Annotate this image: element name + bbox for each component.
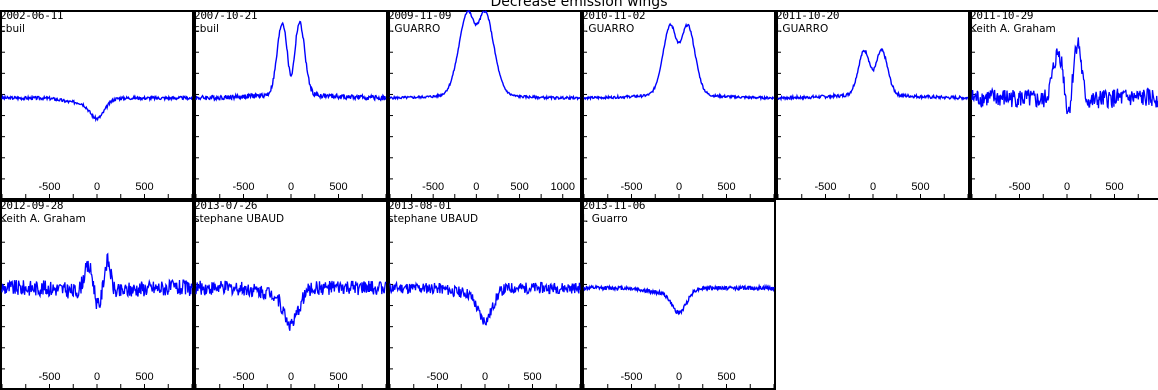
panel-observer: cbuil — [194, 23, 219, 35]
spectrum-panel: -500 0 500 2007-10-21 cbuil — [194, 10, 388, 200]
panel-frame — [582, 200, 776, 390]
panel-date: 2009-11-09 — [388, 10, 452, 22]
spectrum-plot: -500 0 500 — [0, 10, 194, 200]
spectrum-line — [389, 280, 581, 326]
panel-date: 2012-09-28 — [0, 200, 64, 212]
panel-date: 2013-11-06 — [582, 200, 646, 212]
x-tick-label: 500 — [717, 181, 735, 193]
spectrum-line — [195, 20, 387, 102]
panel-observer: J.GUARRO — [776, 23, 829, 35]
spectrum-plot: -500 0 500 — [582, 10, 776, 200]
x-tick-label: 0 — [1064, 181, 1070, 193]
x-tick-label: 0 — [870, 181, 876, 193]
x-tick-label: 500 — [135, 371, 153, 383]
panel-frame — [388, 200, 582, 390]
x-tick-label: 0 — [473, 181, 479, 193]
spectrum-plot: -500 0 500 — [194, 10, 388, 200]
spectrum-panel: -500 0 500 2011-10-20 J.GUARRO — [776, 10, 970, 200]
spectrum-panel: -500 0 500 2013-07-26 stephane UBAUD — [194, 200, 388, 390]
x-tick-label: 0 — [288, 181, 294, 193]
panel-date: 2013-07-26 — [194, 200, 258, 212]
panel-date: 2011-10-20 — [776, 10, 840, 22]
spectrum-line — [1, 94, 193, 123]
spectrum-line — [583, 283, 775, 316]
spectrum-panel: -500 0 500 2013-08-01 stephane UBAUD — [388, 200, 582, 390]
spectrum-plot: -500 0 500 — [582, 200, 776, 390]
panel-frame — [0, 10, 194, 200]
spectrum-line — [777, 47, 969, 102]
x-tick-label: 500 — [1105, 181, 1123, 193]
x-tick-label: -500 — [38, 181, 60, 193]
spectrum-plot: -500 0 500 — [970, 10, 1158, 200]
x-tick-label: 0 — [482, 371, 488, 383]
panel-observer: J. Guarro — [582, 213, 628, 225]
spectrum-line — [971, 37, 1158, 115]
x-tick-label: -500 — [814, 181, 836, 193]
x-tick-label: -500 — [620, 181, 642, 193]
spectrum-plot: -500 0 500 1000 — [388, 10, 582, 200]
spectrum-plot: -500 0 500 — [388, 200, 582, 390]
x-tick-label: 1000 — [550, 181, 574, 193]
panel-date: 2007-10-21 — [194, 10, 258, 22]
panel-date: 2002-06-11 — [0, 10, 64, 22]
spectrum-panel: -500 0 500 2010-11-02 J.GUARRO — [582, 10, 776, 200]
panel-observer: stephane UBAUD — [388, 213, 479, 225]
x-tick-label: 500 — [523, 371, 541, 383]
spectrum-line — [1, 252, 193, 310]
panel-observer: Keith A. Graham — [0, 213, 86, 225]
spectrum-panel: -500 0 500 1000 2009-11-09 J.GUARRO — [388, 10, 582, 200]
x-tick-label: 500 — [329, 181, 347, 193]
spectrum-panel: -500 0 500 2012-09-28 Keith A. Graham — [0, 200, 194, 390]
panel-frame — [776, 10, 970, 200]
x-tick-label: 500 — [135, 181, 153, 193]
chart-title: Decrease emission wings — [490, 0, 668, 10]
x-tick-label: 500 — [329, 371, 347, 383]
panel-observer: J.GUARRO — [388, 23, 441, 35]
panel-observer: J.GUARRO — [582, 23, 635, 35]
x-tick-label: 500 — [717, 371, 735, 383]
x-tick-label: -500 — [38, 371, 60, 383]
spectrum-line — [195, 280, 387, 331]
panel-date: 2010-11-02 — [582, 10, 646, 22]
spectrum-panel: -500 0 500 2011-10-29 Keith A. Graham — [970, 10, 1158, 200]
spectra-grid: -500 0 500 2002-06-11 cbuil -500 0 500 2007-10-2… — [0, 10, 1158, 390]
panel-frame — [194, 10, 388, 200]
x-tick-label: -500 — [422, 181, 444, 193]
x-tick-label: -500 — [1008, 181, 1030, 193]
x-tick-label: -500 — [232, 181, 254, 193]
spectrum-plot: -500 0 500 — [776, 10, 970, 200]
panel-observer: cbuil — [0, 23, 25, 35]
spectrum-line — [389, 10, 581, 101]
x-tick-label: 0 — [676, 371, 682, 383]
panel-frame — [582, 10, 776, 200]
spectrum-line — [583, 22, 775, 102]
x-tick-label: -500 — [620, 371, 642, 383]
x-tick-label: -500 — [232, 371, 254, 383]
x-tick-label: 0 — [94, 181, 100, 193]
panel-date: 2013-08-01 — [388, 200, 452, 212]
spectrum-plot: -500 0 500 — [0, 200, 194, 390]
panel-observer: Keith A. Graham — [970, 23, 1056, 35]
x-tick-label: 500 — [510, 181, 528, 193]
panel-observer: stephane UBAUD — [194, 213, 285, 225]
spectrum-panel: -500 0 500 2013-11-06 J. Guarro — [582, 200, 776, 390]
spectrum-panel: -500 0 500 2002-06-11 cbuil — [0, 10, 194, 200]
x-tick-label: 0 — [288, 371, 294, 383]
x-tick-label: 0 — [94, 371, 100, 383]
x-tick-label: 0 — [676, 181, 682, 193]
x-tick-label: -500 — [426, 371, 448, 383]
panel-frame — [388, 10, 582, 200]
spectrum-plot: -500 0 500 — [194, 200, 388, 390]
panel-date: 2011-10-29 — [970, 10, 1034, 22]
x-tick-label: 500 — [911, 181, 929, 193]
